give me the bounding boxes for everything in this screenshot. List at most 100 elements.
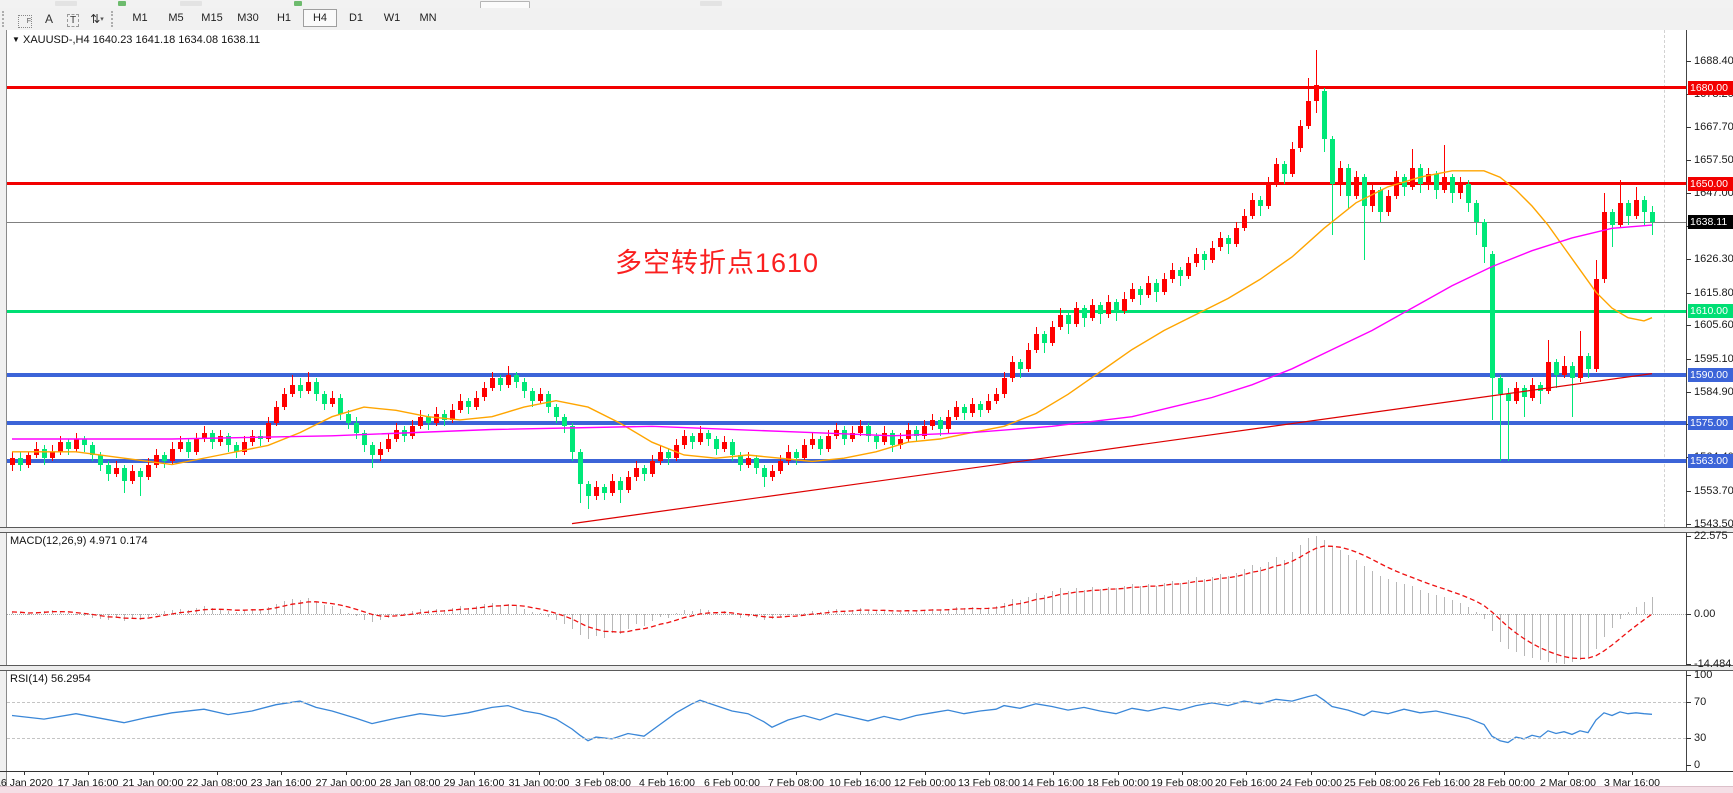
level-price-badge-1680.00[interactable]: 1680.00	[1688, 80, 1733, 95]
rsi-axis-label[interactable]: 100	[1694, 669, 1713, 681]
candle-body	[1594, 279, 1599, 369]
candle-body	[914, 429, 919, 436]
price-axis-label[interactable]: 1553.70	[1694, 485, 1733, 498]
macd-histogram-bar	[156, 613, 157, 614]
rsi-axis-label[interactable]: 0	[1694, 759, 1701, 771]
timeframe-button-d1[interactable]: D1	[348, 12, 364, 24]
macd-histogram-bar	[1252, 564, 1253, 614]
chart-symbol-ohlc[interactable]: ▼ XAUUSD-,H4 1640.23 1641.18 1634.08 163…	[12, 34, 260, 46]
macd-histogram-bar	[620, 614, 621, 634]
panel-separator[interactable]	[0, 527, 1733, 533]
macd-histogram-bar	[1532, 614, 1533, 659]
rsi-indicator-label: RSI(14) 56.2954	[10, 673, 91, 685]
text-label-icon[interactable]: A	[44, 11, 53, 26]
level-line-1680.00[interactable]	[7, 86, 1686, 90]
candle-body	[930, 419, 935, 427]
macd-histogram-bar	[636, 614, 637, 625]
candle-body	[1082, 308, 1087, 318]
macd-histogram-bar	[476, 606, 477, 614]
level-line-1575.00[interactable]	[7, 421, 1686, 426]
timeframe-button-m5[interactable]: M5	[168, 12, 184, 24]
macd-histogram-bar	[1556, 614, 1557, 664]
price-axis-label[interactable]: 1543.50	[1694, 517, 1733, 530]
candle-body	[554, 407, 559, 417]
timeframe-button-h1[interactable]: H1	[276, 12, 292, 24]
level-price-badge-1575.00[interactable]: 1575.00	[1688, 416, 1733, 431]
chart-window[interactable]: 1688.401678.201667.701657.501647.001636.…	[0, 30, 1733, 793]
macd-histogram-bar	[76, 614, 77, 615]
timeframe-button-m30[interactable]: M30	[237, 12, 259, 24]
macd-histogram-bar	[364, 614, 365, 620]
timeframe-button-h4[interactable]: H4	[303, 9, 337, 27]
price-axis-label[interactable]: 1688.40	[1694, 55, 1733, 67]
candle-body	[1610, 212, 1615, 226]
macd-histogram-bar	[660, 614, 661, 617]
text-box-icon[interactable]: T	[61, 11, 85, 30]
candle-body	[178, 442, 183, 449]
macd-histogram-bar	[140, 614, 141, 620]
candle-body	[562, 416, 567, 427]
macd-histogram-bar	[564, 614, 565, 624]
candle-body	[1426, 174, 1431, 184]
toolbar-drag-handle[interactable]	[2, 11, 9, 27]
candle-body	[98, 455, 103, 465]
crosshair-grid-icon[interactable]: F	[13, 12, 37, 31]
macd-histogram-bar	[1580, 614, 1581, 660]
macd-histogram-bar	[428, 610, 429, 614]
macd-histogram-bar	[700, 608, 701, 614]
level-price-badge-1610.00[interactable]: 1610.00	[1688, 304, 1733, 319]
rsi-axis-label[interactable]: 70	[1694, 696, 1707, 708]
macd-axis-label[interactable]: 0.00	[1694, 608, 1716, 620]
level-price-badge-1650.00[interactable]: 1650.00	[1688, 176, 1733, 191]
price-axis-label[interactable]: 1584.90	[1694, 385, 1733, 398]
level-price-badge-1563.00[interactable]: 1563.00	[1688, 454, 1733, 469]
candle-body	[386, 439, 391, 449]
candle-body	[1450, 177, 1455, 194]
macd-histogram-bar	[372, 614, 373, 623]
candle-body	[1266, 183, 1271, 206]
candle-body	[890, 432, 895, 446]
price-axis-label[interactable]: 1595.10	[1694, 352, 1733, 365]
macd-axis-label[interactable]: -14.484	[1694, 658, 1732, 670]
macd-histogram-bar	[748, 614, 749, 617]
macd-indicator-label: MACD(12,26,9) 4.971 0.174	[10, 535, 148, 547]
timeframe-button-mn[interactable]: MN	[419, 12, 437, 24]
level-line-1610.00[interactable]	[7, 309, 1686, 313]
macd-histogram-bar	[412, 611, 413, 614]
timeframe-button-m1[interactable]: M1	[132, 12, 148, 24]
candle-body	[738, 455, 743, 465]
macd-histogram-bar	[20, 613, 21, 614]
macd-histogram-bar	[604, 614, 605, 638]
candle-body	[1090, 304, 1095, 318]
timeframe-button-w1[interactable]: W1	[383, 12, 401, 24]
macd-histogram-bar	[100, 614, 101, 620]
panel-separator[interactable]	[0, 665, 1733, 671]
ma-slow-magenta-line	[12, 224, 1653, 440]
candle-body	[90, 445, 95, 455]
price-axis-label[interactable]: 1615.80	[1694, 286, 1733, 299]
macd-histogram-bar	[724, 611, 725, 614]
toolbar-drag-handle[interactable]	[111, 11, 118, 27]
price-axis-label[interactable]: 1605.60	[1694, 319, 1733, 332]
level-price-badge-1590.00[interactable]: 1590.00	[1688, 368, 1733, 383]
candle-body	[1018, 362, 1023, 369]
macd-histogram-bar	[556, 614, 557, 621]
indicator-lines-layer	[11, 170, 1653, 744]
candle-body	[234, 445, 239, 452]
price-axis-label[interactable]: 1657.50	[1694, 153, 1733, 166]
price-axis-label[interactable]: 1626.30	[1694, 253, 1733, 266]
macd-histogram-bar	[484, 604, 485, 614]
timeframe-button-m15[interactable]: M15	[201, 12, 223, 24]
candle-body	[778, 461, 783, 471]
candle-body	[634, 467, 639, 478]
price-axis-label[interactable]: 1667.70	[1694, 121, 1733, 134]
rsi-axis-label[interactable]: 30	[1694, 732, 1707, 744]
level-line-1590.00[interactable]	[7, 373, 1686, 378]
objects-arrows-icon[interactable]: ⇅ ▾	[90, 11, 104, 26]
level-line-1563.00[interactable]	[7, 459, 1686, 464]
candle-body	[922, 426, 927, 436]
macd-histogram-bar	[180, 608, 181, 614]
macd-axis-label[interactable]: 22.575	[1694, 530, 1728, 542]
candle-body	[18, 458, 23, 465]
symbol-dropdown-caret-icon[interactable]: ▼	[12, 35, 20, 44]
